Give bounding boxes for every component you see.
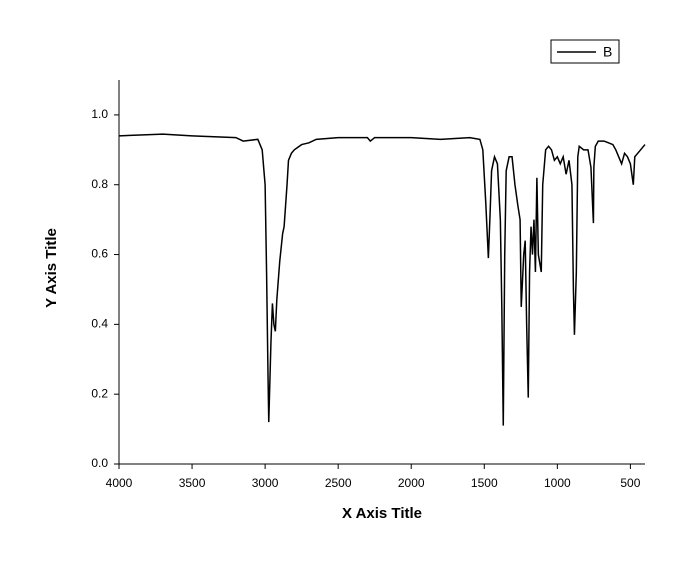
x-tick-label: 3500 xyxy=(179,476,206,490)
y-tick-label: 1.0 xyxy=(91,107,108,121)
x-tick-label: 4000 xyxy=(106,476,133,490)
x-tick-label: 1000 xyxy=(544,476,571,490)
y-tick-label: 0.4 xyxy=(91,317,108,331)
x-tick-label: 2000 xyxy=(398,476,425,490)
y-tick-label: 0.6 xyxy=(91,247,108,261)
y-axis-title: Y Axis Title xyxy=(43,228,60,308)
y-tick-label: 0.2 xyxy=(91,386,108,400)
legend-label: B xyxy=(603,44,612,60)
y-tick-label: 0.0 xyxy=(91,456,108,470)
x-tick-label: 3000 xyxy=(252,476,279,490)
x-tick-label: 2500 xyxy=(325,476,352,490)
x-tick-label: 1500 xyxy=(471,476,498,490)
x-tick-label: 500 xyxy=(620,476,640,490)
y-tick-label: 0.8 xyxy=(91,177,108,191)
spectrum-line xyxy=(118,133,646,426)
x-axis-title: X Axis Title xyxy=(342,505,422,522)
